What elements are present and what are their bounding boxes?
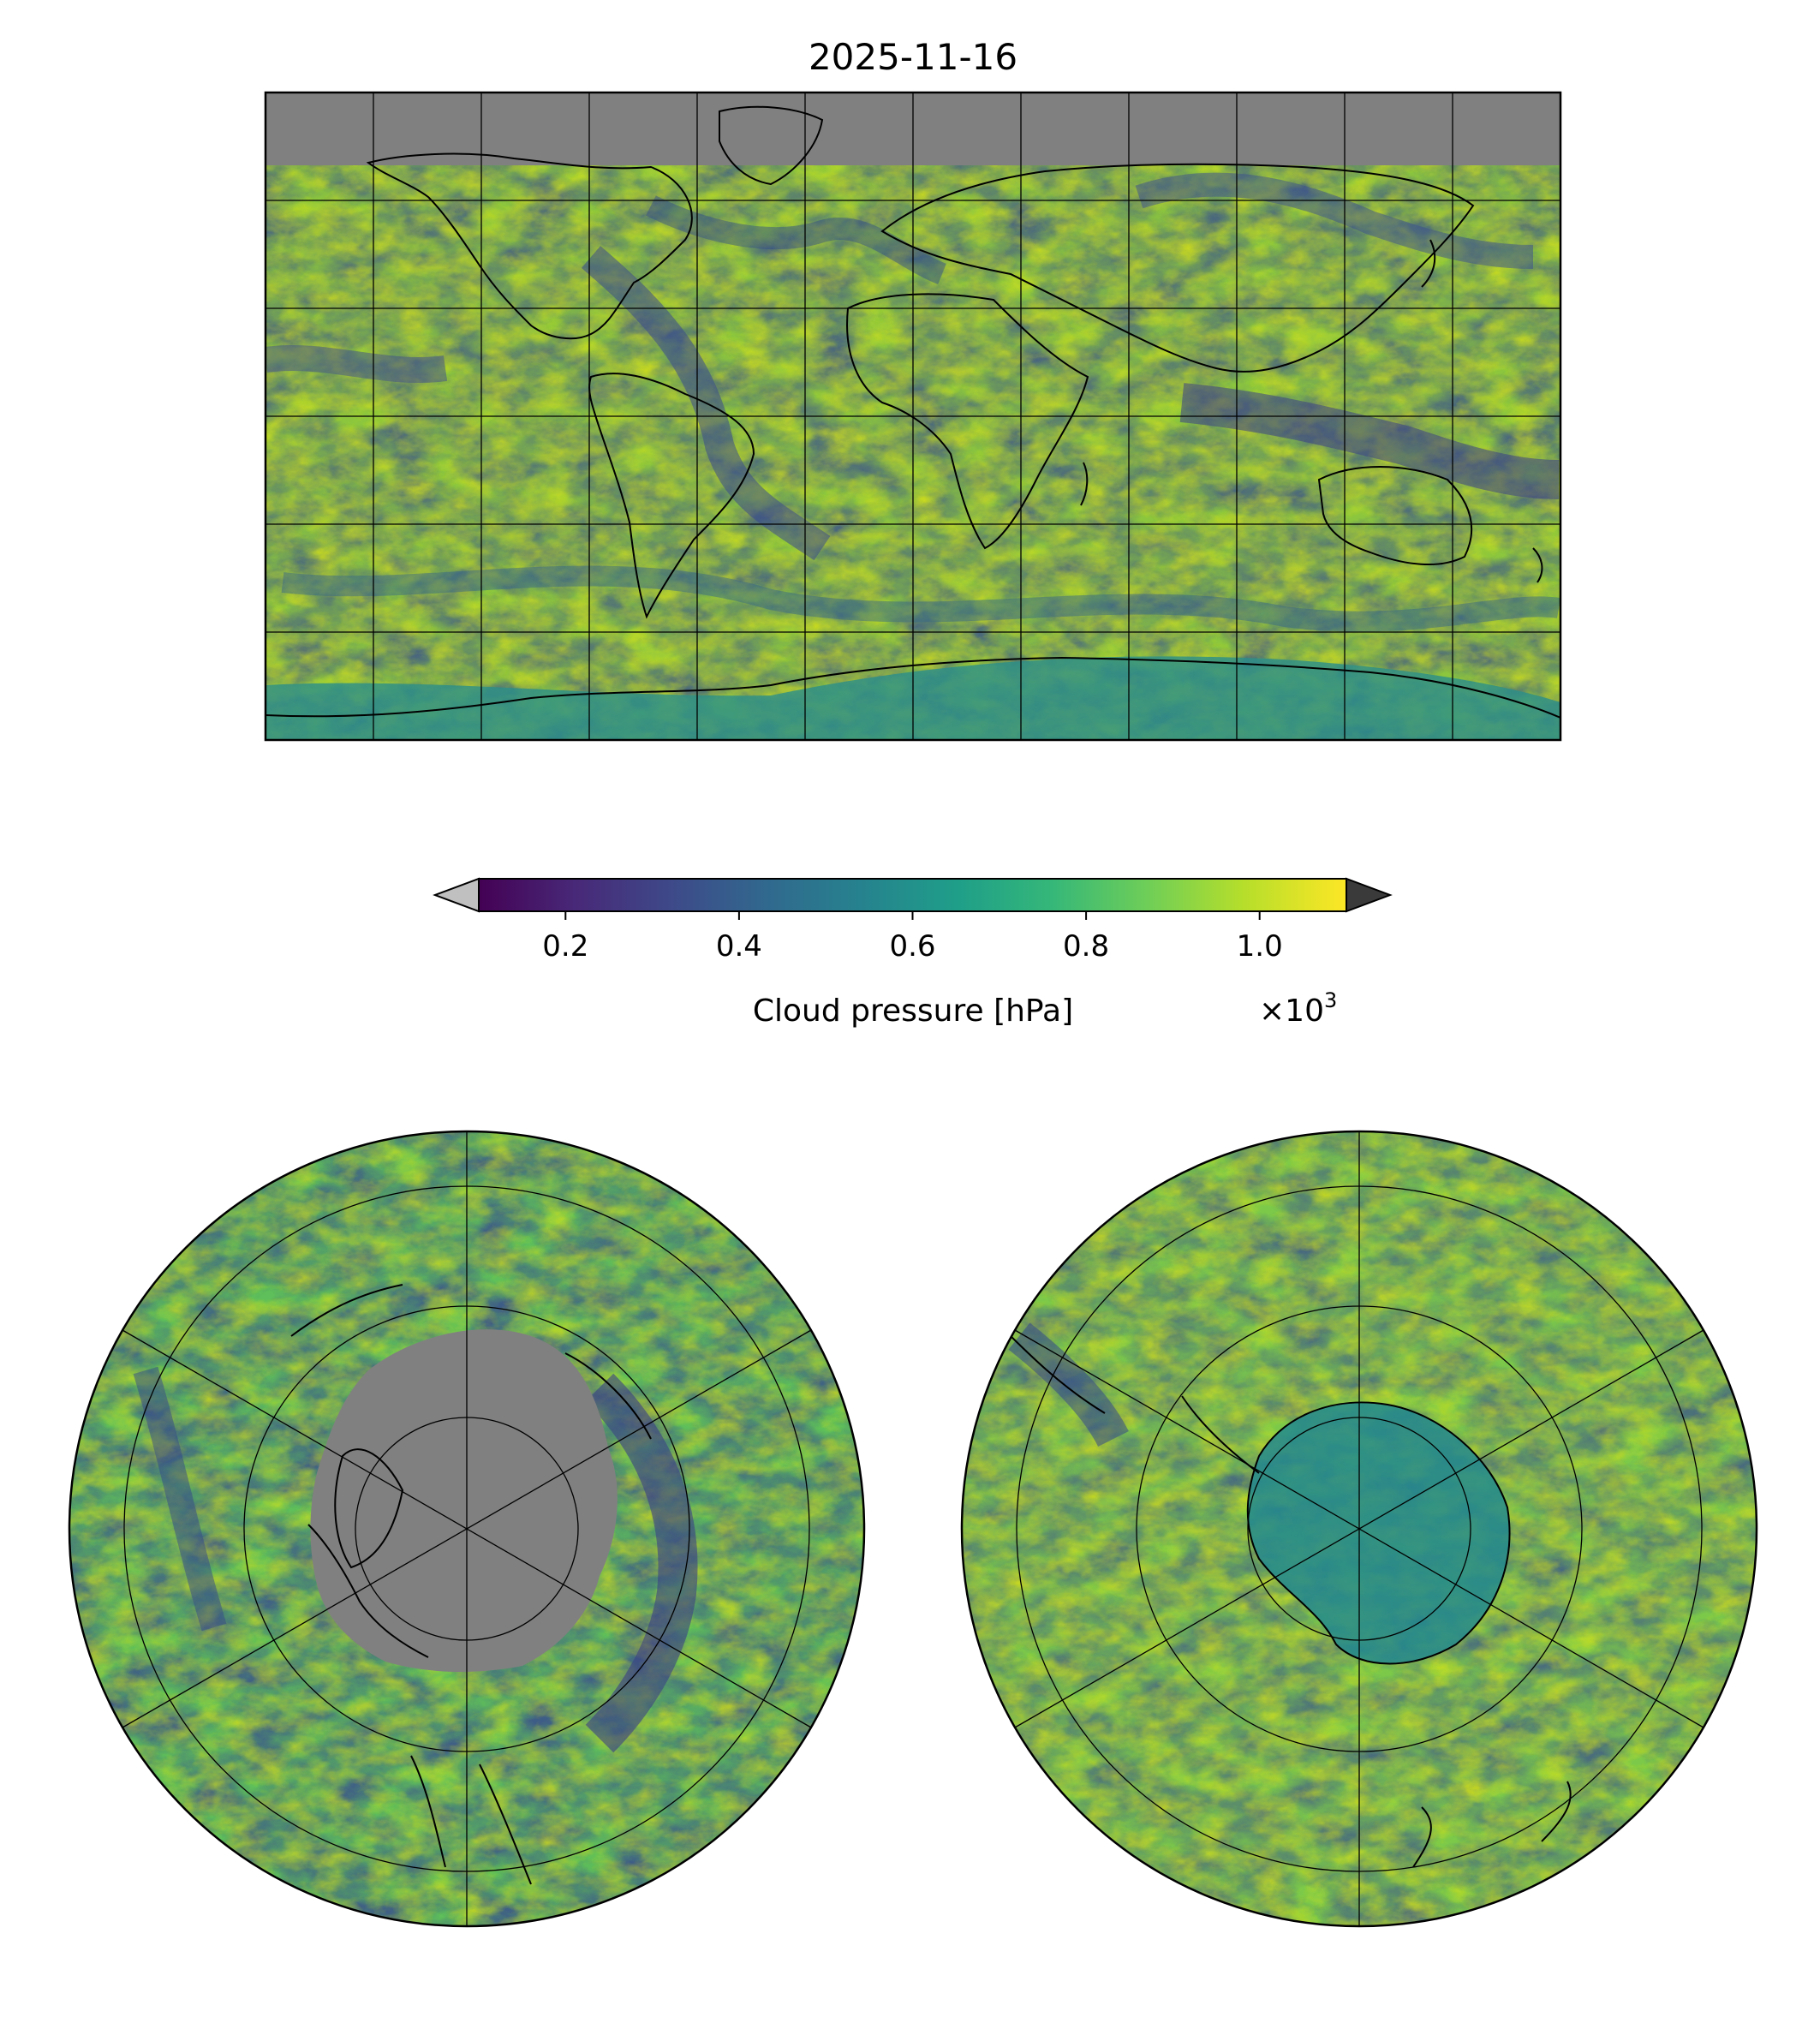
colorbar-tick-label: 0.6 (889, 929, 935, 964)
south-polar-coastlines (1001, 1327, 1572, 1868)
coast-north-scandinavia (479, 1763, 532, 1885)
global-map (266, 92, 1560, 740)
coast-africa (846, 293, 1089, 550)
coast-new-zealand (1532, 547, 1543, 583)
north-polar-no-data-region (310, 1329, 618, 1672)
south-polar-frame (960, 1130, 1758, 1928)
colorbar-multiplier-exponent: 3 (1324, 988, 1337, 1012)
coast-greenland (719, 105, 824, 186)
colorbar-multiplier: ×103 (1259, 988, 1337, 1029)
convection-band-pacific-west (1179, 383, 1560, 499)
coast-north-canada-arctic (307, 1524, 429, 1658)
coast-north-europe (410, 1755, 446, 1868)
convection-band-atlantic (581, 246, 831, 561)
colorbar: 0.2 0.4 0.6 0.8 1.0 Cloud pressure [hPa] ×10… (433, 877, 1393, 1029)
global-graticule (266, 92, 1560, 740)
coast-australia (1317, 466, 1473, 565)
coast-north-america (366, 152, 693, 340)
coast-japan (1421, 239, 1436, 288)
colorbar-tick-label: 0.4 (716, 929, 762, 964)
coast-north-alaska (290, 1284, 403, 1337)
global-map-frame (264, 91, 1562, 742)
north-polar-coastlines (290, 1284, 652, 1885)
convection-band-pacific-east (266, 344, 448, 384)
colorbar-tick-label: 0.8 (1063, 929, 1109, 964)
coast-new-zealand-south (1412, 1806, 1432, 1868)
north-polar-graticule (122, 1131, 812, 1926)
storm-track-north-pacific (1135, 172, 1534, 269)
coast-antarctica (266, 656, 1560, 719)
north-polar-map (69, 1131, 864, 1926)
coast-eurasia (880, 163, 1475, 373)
coast-madagascar (1080, 462, 1089, 506)
north-polar-frame (68, 1130, 866, 1928)
storm-track-north-atlantic (646, 195, 947, 285)
colorbar-label: Cloud pressure [hPa] (753, 994, 1073, 1029)
colorbar-tick-label: 1.0 (1237, 929, 1283, 964)
colorbar-ticks: 0.2 0.4 0.6 0.8 1.0 (542, 911, 1283, 964)
south-polar-graticule (1014, 1131, 1704, 1926)
colorbar-extend-under (433, 877, 480, 913)
global-coastlines (266, 105, 1560, 719)
coast-north-greenland (334, 1448, 404, 1569)
colorbar-extend-over (1346, 877, 1393, 913)
south-polar-antarctic-field (1247, 1402, 1510, 1664)
south-polar-dark-band (1008, 1322, 1129, 1447)
north-polar-dark-band-west (133, 1366, 227, 1632)
colorbar-multiplier-base: ×10 (1259, 994, 1324, 1029)
coast-north-siberia (564, 1352, 652, 1440)
colorbar-gradient (479, 879, 1346, 911)
south-polar-map (962, 1131, 1757, 1926)
coast-south-america (588, 373, 755, 619)
coast-australia-south (1541, 1781, 1572, 1842)
storm-track-southern-ocean (281, 565, 1560, 632)
coast-antarctica-south (1246, 1401, 1511, 1665)
figure-title: 2025-11-16 (809, 36, 1017, 78)
colorbar-tick-label: 0.2 (542, 929, 588, 964)
north-polar-dark-band (585, 1373, 698, 1753)
